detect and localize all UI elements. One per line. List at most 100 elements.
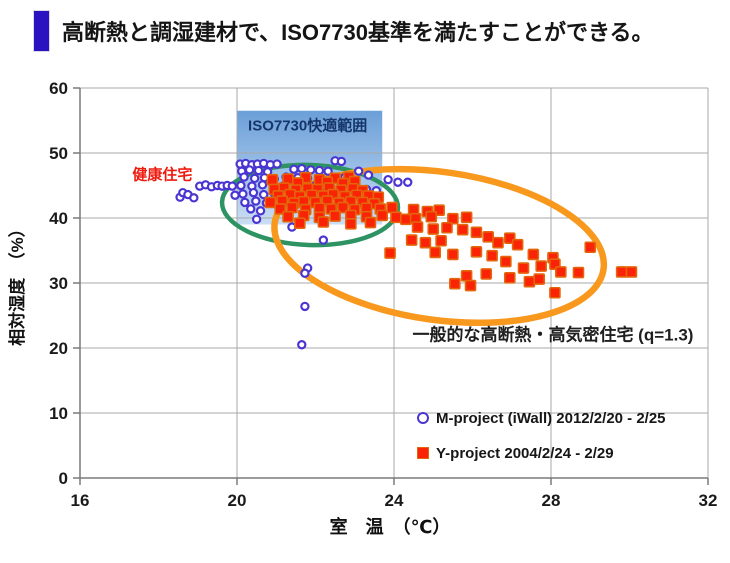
data-point-square [470,226,483,239]
data-point-circle [318,235,329,245]
y-tick-label: 0 [59,469,68,488]
page-title: 高断熱と調湿建材で、ISO7730基準を満たすことができる。 [62,20,654,45]
data-point-square [376,209,389,222]
x-axis-title: 室 温 （℃） [329,517,451,537]
x-tick-label: 20 [228,491,247,510]
x-tick-label: 28 [542,491,561,510]
data-point-square [625,266,638,278]
data-point-circle [239,172,249,182]
data-point-square [456,223,469,236]
data-point-circle [251,214,262,224]
legend-item-y-project: Y-project 2004/2/24 - 2/29 [417,442,666,464]
data-point-square [425,210,438,223]
title-marker-bar [33,10,50,52]
data-point-circle [249,173,260,184]
data-point-circle [403,177,413,187]
data-point-square [492,236,504,249]
data-point-square [386,201,398,214]
data-point-square [329,210,341,222]
data-point-circle [238,189,248,199]
data-point-square [427,223,440,235]
data-point-circle [336,156,347,167]
data-point-square [411,221,424,233]
data-point-square [535,260,547,272]
data-point-square [615,266,628,278]
data-point-circle [240,197,250,208]
data-point-square [480,268,493,280]
data-point-circle [314,165,325,176]
data-point-square [419,236,432,249]
data-point-circle [257,180,268,190]
data-point-square [523,275,536,288]
data-point-square [500,255,512,268]
data-point-square [317,216,330,228]
y-tick-label: 60 [49,79,68,98]
data-point-square [555,266,567,278]
data-point-circle [300,268,310,278]
data-point-circle [258,189,269,200]
series-y-project-points [264,171,638,299]
data-point-circle [236,180,246,191]
data-point-square [390,211,402,224]
data-point-circle [255,206,266,216]
square-marker-icon [417,447,429,459]
data-point-square [282,210,294,223]
data-point-square [441,221,453,234]
data-point-square [464,279,477,292]
data-point-square [470,246,483,258]
y-tick-label: 20 [49,339,68,358]
legend: M-project (iWall) 2012/2/20 - 2/25 Y-pro… [417,407,666,464]
y-tick-label: 10 [49,404,68,423]
data-point-square [511,238,524,251]
data-point-square [486,249,498,262]
data-point-circle [227,181,237,191]
data-point-circle [272,159,282,169]
general-house-ellipse [271,165,608,327]
data-point-circle [289,164,299,174]
y-tick-label: 50 [49,144,68,163]
data-point-circle [297,340,307,350]
data-point-square [503,271,516,284]
legend-label-y-project: Y-project 2004/2/24 - 2/29 [436,444,614,462]
y-axis-title: 相対湿度 （%） [8,220,27,346]
data-point-square [584,241,597,254]
tick-labels: 0 10 20 30 40 50 60 16 20 24 28 32 [49,79,717,510]
data-point-circle [297,163,307,174]
data-point-circle [300,301,310,312]
healthy-house-label: 健康住宅 [132,166,193,184]
data-point-square [405,234,418,246]
data-point-circle [248,187,259,198]
data-point-circle [253,165,264,176]
data-point-circle [393,177,403,187]
comfort-zone-label: ISO7730快適範囲 [248,117,368,135]
title-block: 高断熱と調湿建材で、ISO7730基準を満たすことができる。 [33,10,654,52]
data-point-square [293,217,306,229]
data-point-circle [246,204,256,214]
y-tick-label: 40 [49,209,68,228]
y-tick-label: 30 [49,274,68,293]
data-point-square [435,234,447,247]
data-point-square [549,286,561,299]
data-point-circle [251,196,261,206]
data-point-square [266,173,279,186]
data-point-square [533,273,546,285]
data-point-circle [189,193,199,203]
data-point-circle [383,174,393,185]
x-tick-label: 24 [385,491,404,510]
healthy-house-ellipse [219,162,401,248]
data-point-square [447,248,459,261]
data-point-square [482,231,495,243]
data-point-square [399,213,412,226]
data-point-square [572,266,585,279]
data-point-square [527,248,540,261]
data-point-square [460,270,473,282]
general-house-label: 一般的な高断熱・高気密住宅 (q=1.3) [412,325,694,345]
circle-marker-icon [417,412,429,424]
data-point-square [364,216,377,229]
legend-label-m-project: M-project (iWall) 2012/2/20 - 2/25 [436,409,666,427]
legend-item-m-project: M-project (iWall) 2012/2/20 - 2/25 [417,407,666,429]
data-point-square [429,246,442,259]
data-point-square [384,247,396,259]
data-point-circle [363,170,374,180]
